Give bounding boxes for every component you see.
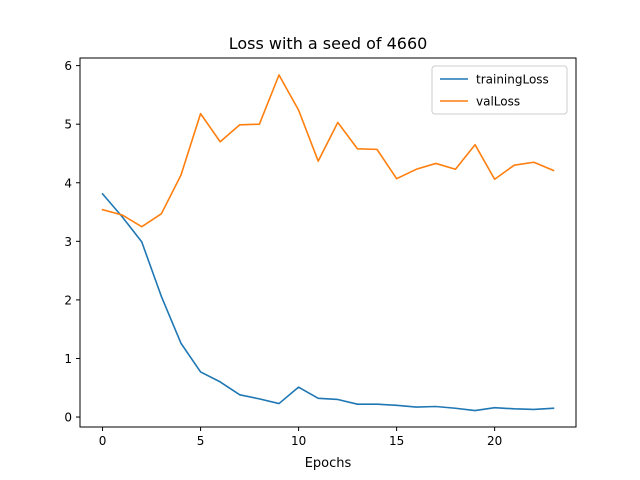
x-tick-label: 10: [291, 434, 306, 448]
x-tick-label: 15: [389, 434, 404, 448]
x-axis-label: Epochs: [305, 456, 352, 471]
legend: trainingLoss valLoss: [431, 65, 568, 115]
y-tick-label: 3: [64, 235, 72, 249]
series-line-valLoss: [101, 74, 555, 228]
legend-label-trainingLoss: trainingLoss: [476, 73, 549, 87]
series-lines: [101, 74, 555, 412]
y-axis: 0 1 2 3 4 5 6: [64, 59, 80, 425]
x-tick-label: 0: [99, 434, 107, 448]
series-line-trainingLoss: [101, 192, 555, 412]
legend-box: [431, 65, 568, 115]
y-tick-label: 5: [64, 118, 72, 132]
plot-area-frame: [79, 57, 577, 428]
legend-label-valLoss: valLoss: [476, 95, 520, 109]
chart-title: Loss with a seed of 4660: [229, 34, 428, 53]
x-axis: 0 5 10 15 20: [99, 427, 502, 448]
y-tick-label: 4: [64, 176, 72, 190]
y-tick-label: 2: [64, 293, 72, 307]
x-tick-label: 5: [197, 434, 205, 448]
y-tick-label: 1: [64, 352, 72, 366]
x-tick-label: 20: [487, 434, 502, 448]
y-tick-label: 0: [64, 411, 72, 425]
y-tick-label: 6: [64, 59, 72, 73]
